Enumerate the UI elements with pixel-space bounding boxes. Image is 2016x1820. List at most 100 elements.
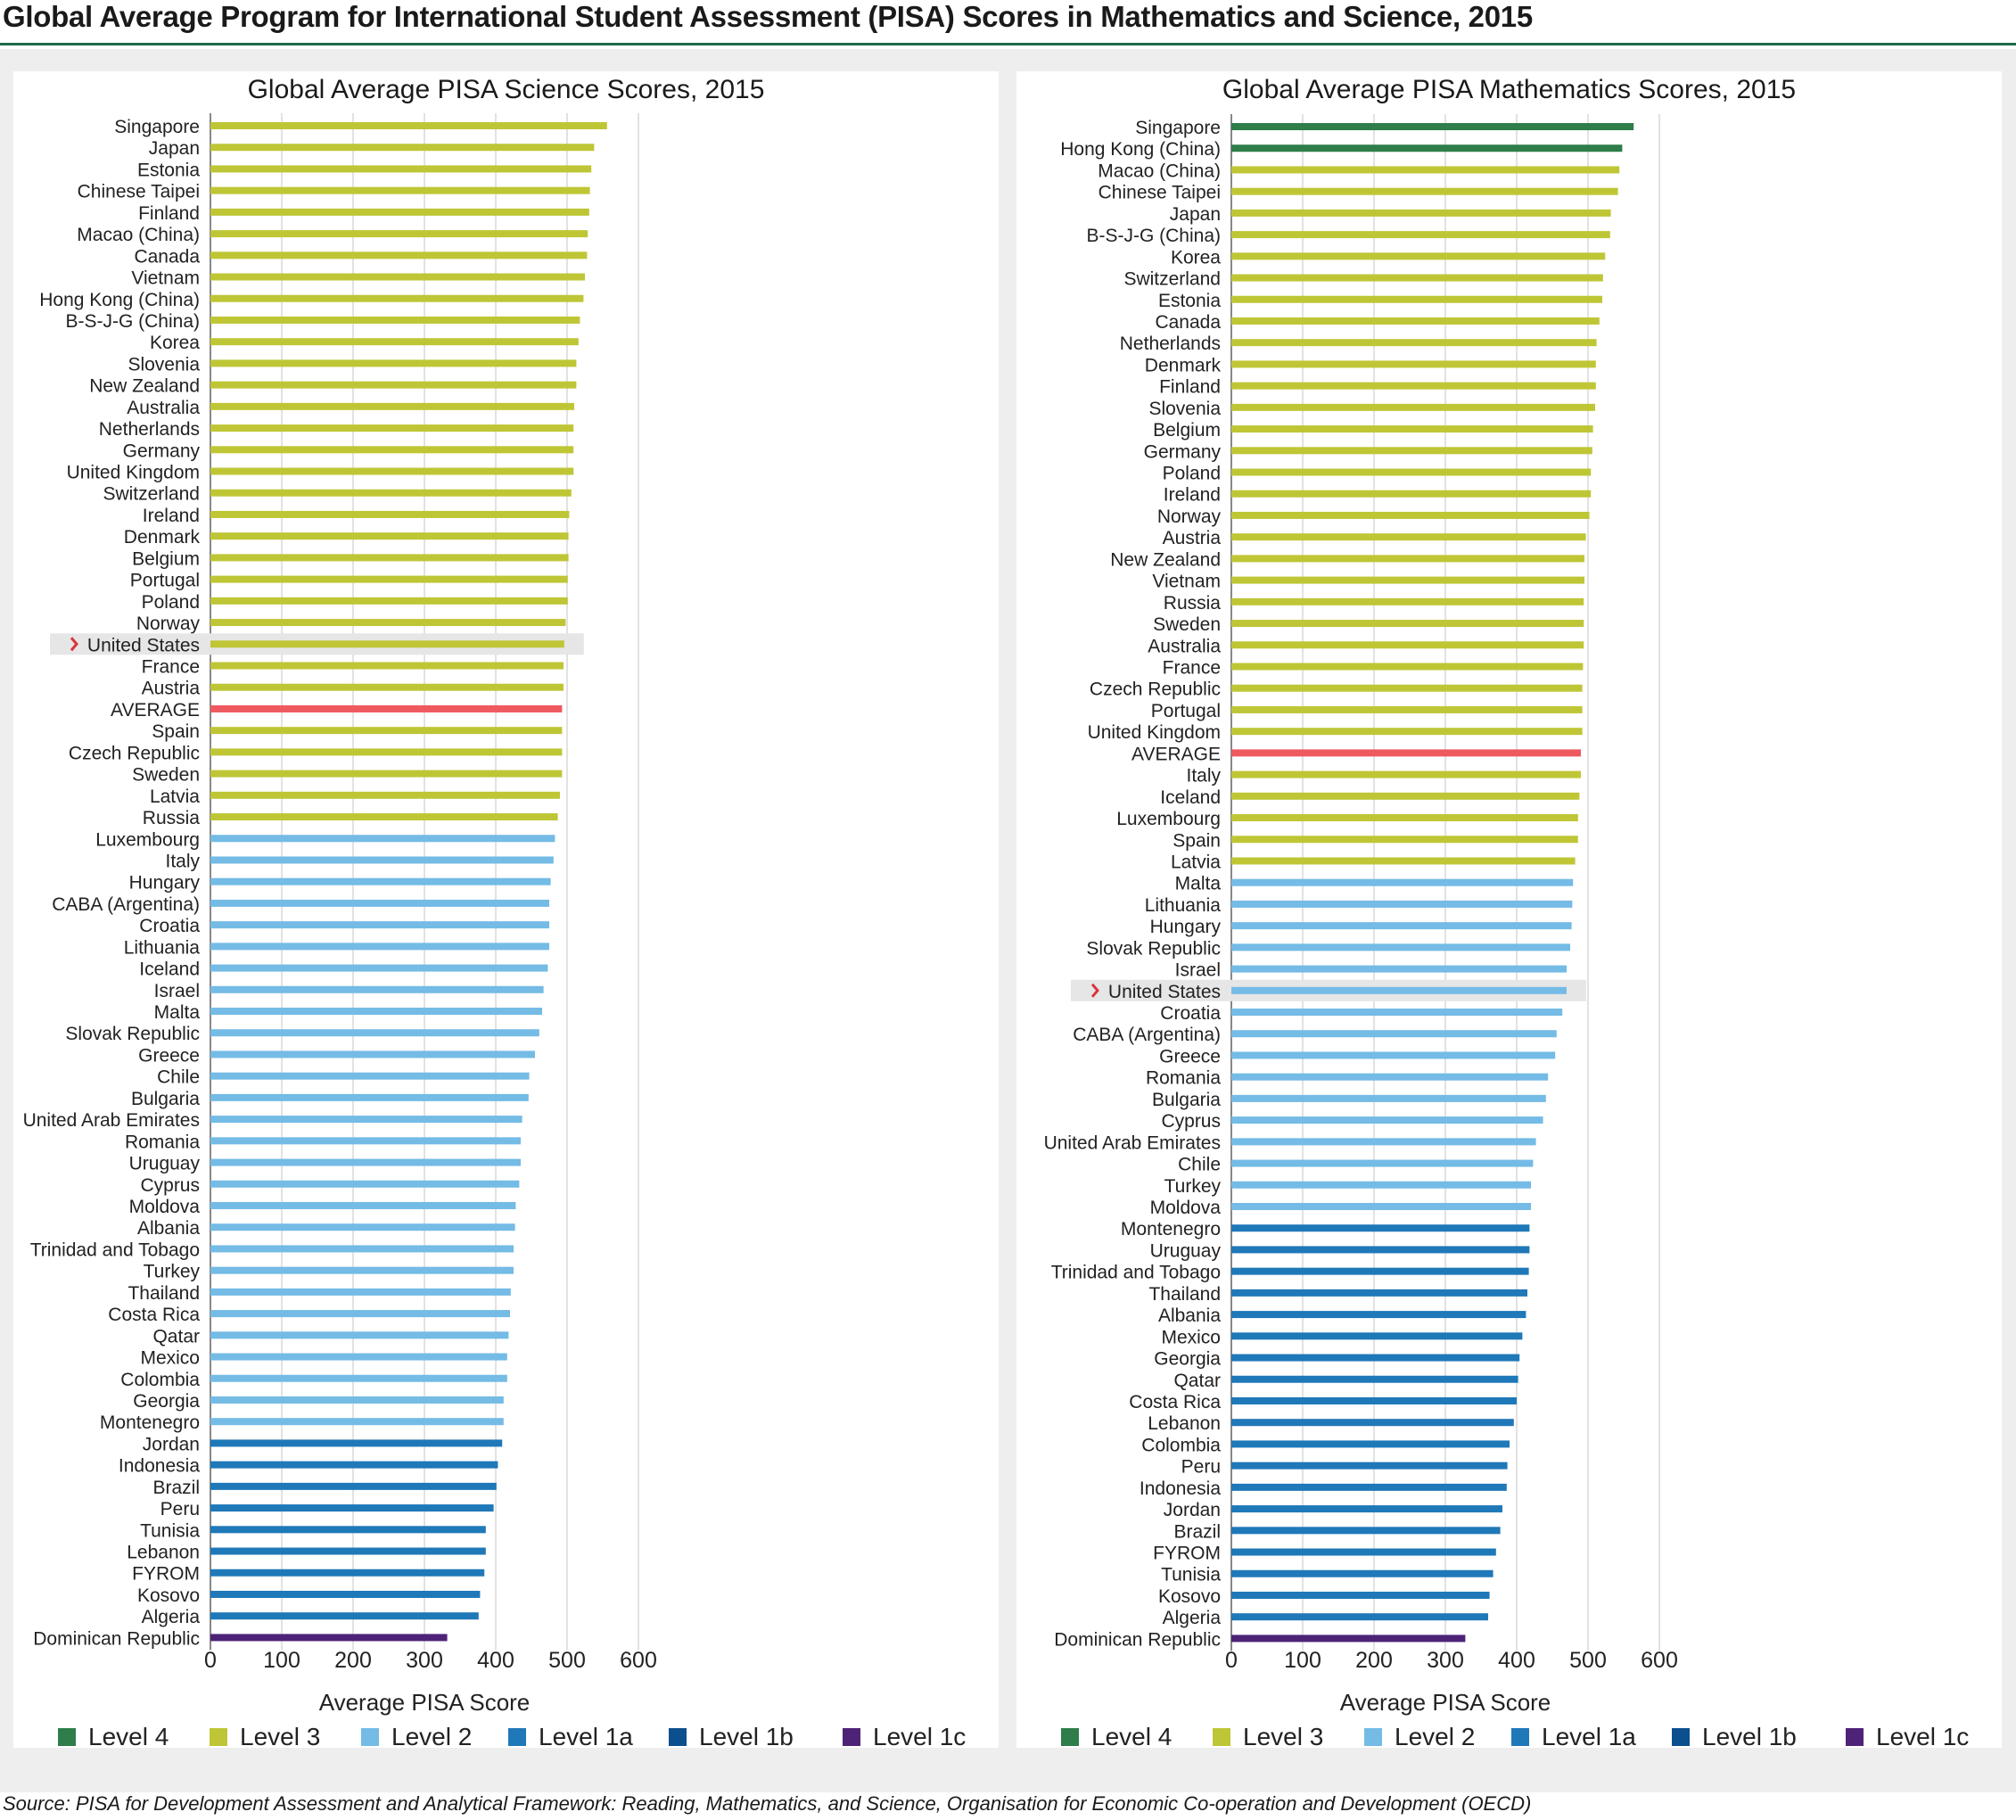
bar-turkey (1231, 1181, 1531, 1189)
category-label-brazil: Brazil (1173, 1521, 1221, 1542)
bar-latvia (210, 791, 560, 799)
bar-poland (1231, 468, 1592, 476)
legend-swatch-level-4 (58, 1728, 76, 1746)
bar-estonia (1231, 295, 1602, 303)
bar-caba-argentina (210, 899, 549, 907)
bar-united-states (210, 640, 564, 648)
bar-hong-kong-china (210, 294, 584, 302)
bar-chile (210, 1072, 530, 1080)
bar-dominican-republic (1231, 1635, 1466, 1643)
category-label-turkey: Turkey (144, 1262, 201, 1282)
x-tick-label-200: 200 (1355, 1648, 1393, 1673)
category-label-singapore: Singapore (1135, 118, 1221, 138)
legend-swatch-level-2 (1364, 1728, 1382, 1746)
bar-spain (1231, 836, 1578, 844)
category-label-united-kingdom: United Kingdom (67, 463, 200, 483)
category-label-luxembourg: Luxembourg (95, 829, 200, 850)
bar-spain (210, 727, 563, 735)
category-label-hungary: Hungary (129, 873, 201, 894)
bar-romania (1231, 1073, 1549, 1081)
category-label-mexico: Mexico (140, 1348, 200, 1369)
category-label-czech-republic: Czech Republic (1090, 679, 1221, 700)
bar-greece (1231, 1051, 1556, 1059)
category-label-fyrom: FYROM (1153, 1544, 1221, 1564)
bar-costa-rica (210, 1310, 510, 1318)
bar-israel (1231, 965, 1567, 973)
legend-label-level-4: Level 4 (1091, 1723, 1172, 1748)
highlight-marker-icon (1090, 983, 1099, 998)
bar-russia (1231, 597, 1584, 605)
legend-label-level-1b: Level 1b (1702, 1723, 1797, 1748)
x-tick-label-600: 600 (620, 1648, 657, 1673)
category-label-latvia: Latvia (150, 786, 200, 807)
category-label-turkey: Turkey (1164, 1176, 1222, 1197)
bar-netherlands (210, 424, 574, 432)
category-label-dominican-republic: Dominican Republic (33, 1628, 200, 1649)
bar-macao-china (210, 230, 588, 238)
category-label-new-zealand: New Zealand (1110, 549, 1221, 570)
bar-uruguay (1231, 1246, 1530, 1254)
bar-turkey (210, 1266, 514, 1274)
bar-algeria (1231, 1613, 1488, 1621)
category-label-b-s-j-g-china: B-S-J-G (China) (1086, 226, 1221, 246)
category-label-mexico: Mexico (1161, 1327, 1221, 1347)
category-label-albania: Albania (137, 1218, 200, 1239)
bar-jordan (1231, 1505, 1502, 1513)
bar-canada (1231, 317, 1600, 325)
bar-peru (210, 1504, 494, 1512)
category-label-chile: Chile (157, 1067, 200, 1088)
category-label-qatar: Qatar (1173, 1371, 1221, 1391)
bar-finland (1231, 382, 1596, 390)
bar-average (210, 704, 563, 712)
category-label-albania: Albania (1158, 1305, 1221, 1326)
bar-iceland (210, 964, 548, 972)
category-label-slovenia: Slovenia (128, 354, 200, 375)
bar-new-zealand (210, 381, 577, 389)
category-label-average: AVERAGE (1131, 744, 1221, 764)
legend-label-level-1c: Level 1c (1876, 1723, 1969, 1748)
bar-germany (1231, 447, 1592, 455)
x-tick-label-400: 400 (1498, 1648, 1535, 1673)
bar-kosovo (210, 1590, 481, 1598)
category-label-united-arab-emirates: United Arab Emirates (23, 1110, 200, 1131)
bar-georgia (1231, 1354, 1520, 1362)
bar-czech-republic (210, 748, 563, 756)
category-label-b-s-j-g-china: B-S-J-G (China) (65, 311, 200, 332)
bar-kosovo (1231, 1591, 1490, 1599)
bar-macao-china (1231, 166, 1620, 174)
bar-mexico (210, 1353, 507, 1361)
bar-albania (210, 1223, 515, 1231)
category-label-dominican-republic: Dominican Republic (1054, 1629, 1221, 1650)
math-chart-panel: Global Average PISA Mathematics Scores, … (1016, 71, 2002, 1748)
bar-hungary (210, 877, 551, 885)
category-label-iceland: Iceland (1160, 787, 1221, 808)
category-label-italy: Italy (165, 851, 200, 871)
bar-cyprus (210, 1180, 520, 1188)
bar-brazil (1231, 1527, 1501, 1535)
category-label-moldova: Moldova (129, 1197, 201, 1217)
science-chart-panel: Global Average PISA Science Scores, 2015… (13, 71, 999, 1748)
bar-singapore (210, 122, 607, 129)
bar-norway (1231, 511, 1590, 519)
category-label-macao-china: Macao (China) (1098, 161, 1221, 181)
category-label-montenegro: Montenegro (100, 1412, 200, 1433)
bar-hong-kong-china (1231, 144, 1623, 152)
bar-switzerland (1231, 274, 1603, 282)
category-label-netherlands: Netherlands (1120, 334, 1221, 354)
category-label-austria: Austria (142, 679, 201, 699)
x-tick-label-500: 500 (1569, 1648, 1607, 1673)
legend-label-level-2: Level 2 (391, 1723, 472, 1748)
category-label-uruguay: Uruguay (1150, 1240, 1222, 1261)
bar-chile (1231, 1159, 1534, 1167)
category-label-colombia: Colombia (1141, 1435, 1221, 1455)
bar-ireland (210, 510, 570, 518)
category-label-slovak-republic: Slovak Republic (65, 1024, 200, 1044)
bar-czech-republic (1231, 684, 1583, 692)
bar-united-states (1231, 986, 1567, 994)
category-label-japan: Japan (149, 138, 200, 159)
category-label-switzerland: Switzerland (103, 484, 200, 505)
bar-united-arab-emirates (210, 1116, 523, 1124)
bar-japan (210, 144, 595, 152)
category-label-colombia: Colombia (120, 1370, 200, 1390)
bar-singapore (1231, 123, 1634, 130)
